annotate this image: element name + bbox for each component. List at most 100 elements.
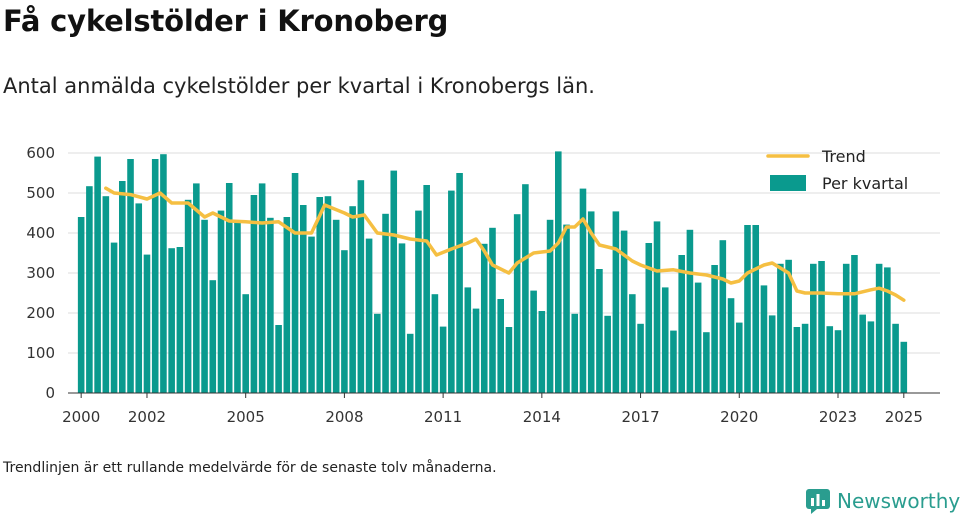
bar <box>316 197 324 393</box>
bar <box>94 156 101 393</box>
bar <box>193 183 200 393</box>
legend-label-trend: Trend <box>821 147 866 166</box>
x-tick-label: 2008 <box>325 408 363 426</box>
bar <box>711 265 718 393</box>
bar <box>719 240 727 393</box>
bars <box>77 151 908 393</box>
bar <box>448 190 455 393</box>
bar <box>645 243 653 393</box>
bar <box>415 210 422 393</box>
bar <box>332 219 340 393</box>
bar <box>826 326 834 393</box>
bar <box>859 314 866 393</box>
bar <box>382 213 389 393</box>
newsworthy-logo-icon <box>806 489 830 514</box>
bar <box>900 341 908 393</box>
bar <box>637 323 644 393</box>
bar <box>456 173 463 393</box>
bar <box>867 321 875 393</box>
bar <box>587 211 595 393</box>
bar <box>842 263 850 393</box>
bar <box>563 224 570 393</box>
x-tick-label: 2020 <box>720 408 758 426</box>
bar <box>242 294 249 393</box>
bar <box>160 154 167 393</box>
bar <box>579 188 587 393</box>
bar <box>530 290 537 393</box>
bar <box>324 196 332 393</box>
brand-name: Newsworthy <box>837 489 960 513</box>
bar <box>546 219 554 393</box>
bar <box>744 225 751 393</box>
bar <box>77 217 85 393</box>
chart-title: Få cykelstölder i Kronoberg <box>3 4 449 38</box>
bar <box>760 285 768 393</box>
bar <box>884 267 891 393</box>
bar <box>225 183 233 393</box>
bar <box>686 229 694 393</box>
bar <box>793 327 801 393</box>
bar <box>127 159 134 393</box>
bar <box>250 195 258 393</box>
bar <box>349 206 356 393</box>
bar <box>398 243 406 393</box>
bar <box>555 151 562 393</box>
trend-line-path <box>104 186 906 302</box>
trend-line <box>104 186 906 302</box>
bar <box>267 217 274 393</box>
bar <box>752 225 760 393</box>
axes: 0 100 200 300 400 500 600 2000 2002 2005 2008 2011 2… <box>26 144 940 426</box>
bar <box>102 196 110 393</box>
y-tick-label: 500 <box>26 184 55 202</box>
legend-bar-swatch <box>770 175 806 191</box>
x-tick-label: 2011 <box>424 408 462 426</box>
bar <box>168 248 175 393</box>
bar <box>234 220 241 393</box>
bar <box>341 250 348 393</box>
bar <box>439 326 447 393</box>
y-tick-label: 400 <box>26 224 55 242</box>
bar <box>357 180 365 393</box>
bar <box>571 313 579 393</box>
x-tick-label: 2014 <box>523 408 561 426</box>
x-tick-label: 2002 <box>128 408 166 426</box>
bar <box>299 205 307 393</box>
bar <box>727 298 735 393</box>
bar <box>892 323 899 393</box>
bar <box>777 263 784 393</box>
bar <box>489 227 496 393</box>
bar <box>217 210 225 393</box>
bar <box>365 238 373 393</box>
legend: Trend Per kvartal <box>766 147 908 193</box>
bar <box>818 261 825 393</box>
bar <box>464 287 472 393</box>
y-tick-label: 0 <box>45 384 55 402</box>
bar <box>505 327 513 393</box>
bar <box>119 181 126 393</box>
bar <box>480 243 488 393</box>
bar <box>522 184 529 393</box>
bar <box>283 217 291 393</box>
bar <box>768 315 776 393</box>
chart-subtitle: Antal anmälda cykelstölder per kvartal i… <box>3 74 595 98</box>
bar <box>703 332 710 393</box>
bar <box>176 247 184 393</box>
bar <box>653 221 661 393</box>
bar <box>513 214 521 393</box>
bar <box>406 333 414 393</box>
bar <box>209 280 217 393</box>
bar <box>785 259 792 393</box>
bar <box>151 159 159 393</box>
legend-label-per-kvartal: Per kvartal <box>822 174 908 193</box>
bar <box>390 170 398 393</box>
bar <box>308 236 315 393</box>
bar <box>801 323 809 393</box>
bar <box>86 186 93 393</box>
brand-logo[interactable]: Newsworthy <box>805 488 960 514</box>
bar <box>497 299 504 393</box>
bar <box>810 263 817 393</box>
footnote: Trendlinjen är ett rullande medelvärde f… <box>3 460 497 476</box>
bar <box>620 230 628 393</box>
bar <box>201 219 208 393</box>
